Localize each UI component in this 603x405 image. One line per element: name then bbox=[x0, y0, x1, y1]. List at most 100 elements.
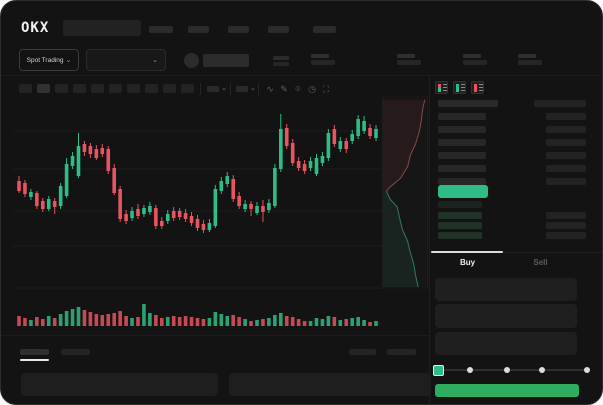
timeframe-chip[interactable] bbox=[55, 84, 68, 93]
price-cell-bar bbox=[438, 232, 482, 239]
fullscreen-icon[interactable]: ⛶ bbox=[322, 84, 330, 94]
icon-line bbox=[442, 87, 447, 88]
ask-row[interactable] bbox=[429, 126, 602, 134]
candlestick-chart[interactable] bbox=[13, 96, 379, 291]
coin-icon bbox=[184, 53, 199, 68]
market-type-label: Spot Trading bbox=[26, 56, 64, 64]
bid-row[interactable] bbox=[429, 222, 602, 230]
icon-line bbox=[442, 84, 447, 85]
trendline-icon[interactable]: ∿ bbox=[266, 84, 274, 94]
timeframe-chip[interactable] bbox=[181, 84, 194, 93]
last-price-bar[interactable] bbox=[438, 185, 488, 198]
ask-row[interactable] bbox=[429, 165, 602, 173]
timeframe-chip[interactable] bbox=[109, 84, 122, 93]
price-cell-bar bbox=[438, 165, 486, 172]
bid-row[interactable] bbox=[429, 232, 602, 240]
amount-cell-bar bbox=[546, 212, 586, 219]
panel-divider bbox=[429, 75, 430, 404]
bottom-tab[interactable] bbox=[20, 349, 49, 355]
timeframe-chip[interactable] bbox=[91, 84, 104, 93]
timeframe-chip[interactable] bbox=[19, 84, 32, 93]
price-cell-bar bbox=[438, 212, 482, 219]
chevron-down-icon[interactable]: ⌄ bbox=[250, 85, 256, 92]
icon-segment bbox=[456, 84, 459, 92]
toolbar-dropdown-bar[interactable] bbox=[236, 86, 248, 92]
icon-line bbox=[460, 84, 465, 85]
bid-row[interactable] bbox=[429, 212, 602, 220]
buy-button[interactable] bbox=[435, 384, 579, 397]
nav-item-bar[interactable] bbox=[149, 26, 173, 33]
timeframe-chip[interactable] bbox=[127, 84, 140, 93]
ask-row[interactable] bbox=[429, 113, 602, 121]
tab-buy[interactable]: Buy bbox=[459, 258, 476, 267]
ask-row[interactable] bbox=[429, 178, 602, 186]
stat-value-bar bbox=[397, 60, 421, 65]
icon-segment bbox=[474, 84, 477, 92]
header-divider bbox=[1, 75, 602, 76]
bottom-action-bar[interactable] bbox=[349, 349, 376, 355]
bottom-tab[interactable] bbox=[61, 349, 90, 355]
price-cell-bar bbox=[438, 126, 486, 133]
okx-logo[interactable]: OKX bbox=[21, 20, 50, 36]
stat-label-bar bbox=[311, 54, 329, 58]
tab-sell[interactable]: Sell bbox=[533, 258, 548, 267]
icon-line bbox=[478, 87, 483, 88]
pair-name-placeholder bbox=[203, 54, 249, 67]
nav-item-bar[interactable] bbox=[188, 26, 209, 33]
trade-input-field[interactable] bbox=[435, 278, 577, 301]
toolbar-divider bbox=[258, 83, 259, 95]
timeframe-chip[interactable] bbox=[73, 84, 86, 93]
pair-selector-dropdown[interactable]: ⌄ bbox=[86, 49, 166, 71]
bottom-summary-box bbox=[21, 373, 218, 396]
timeframe-chip[interactable] bbox=[37, 84, 50, 93]
price-cell-bar bbox=[438, 152, 486, 159]
combined-book-icon[interactable] bbox=[435, 81, 448, 94]
stat-value-bar bbox=[518, 60, 542, 65]
price-cell-bar bbox=[438, 113, 486, 120]
trade-input-field[interactable] bbox=[435, 304, 577, 328]
trade-input-field[interactable] bbox=[435, 332, 577, 355]
depth-chart-svg bbox=[383, 99, 426, 288]
timeframe-chip[interactable] bbox=[145, 84, 158, 93]
slider-stop-dot[interactable] bbox=[504, 367, 510, 373]
toolbar-divider bbox=[230, 83, 231, 95]
nav-item-bar[interactable] bbox=[228, 26, 249, 33]
chevron-down-icon: ⌄ bbox=[152, 56, 158, 64]
price-placeholder bbox=[273, 56, 289, 60]
market-type-dropdown[interactable]: Spot Trading ⌄ bbox=[19, 49, 79, 71]
nav-item-bar[interactable] bbox=[268, 26, 289, 33]
search-input[interactable] bbox=[63, 20, 141, 36]
asks-book-icon[interactable] bbox=[471, 81, 484, 94]
slider-stop-dot[interactable] bbox=[539, 367, 545, 373]
price-cell-bar bbox=[438, 201, 482, 208]
price-change-placeholder bbox=[273, 62, 289, 66]
amount-cell-bar bbox=[534, 100, 586, 107]
clock-icon[interactable]: ◷ bbox=[308, 84, 316, 94]
chevron-down-icon[interactable]: ⌄ bbox=[221, 85, 227, 92]
amount-slider-track[interactable] bbox=[438, 369, 587, 371]
slider-handle[interactable] bbox=[433, 365, 444, 376]
bids-book-icon[interactable] bbox=[453, 81, 466, 94]
toolbar-dropdown-bar[interactable] bbox=[207, 86, 219, 92]
amount-cell-bar bbox=[546, 113, 586, 120]
ask-row[interactable] bbox=[429, 139, 602, 147]
slider-stop-dot[interactable] bbox=[467, 367, 473, 373]
bottom-summary-box bbox=[229, 373, 431, 396]
nav-item-bar[interactable] bbox=[313, 26, 336, 33]
ask-row[interactable] bbox=[429, 152, 602, 160]
bid-row[interactable] bbox=[429, 201, 602, 209]
icon-line bbox=[460, 90, 465, 91]
camera-icon[interactable]: ⌾ bbox=[295, 84, 301, 94]
slider-stop-dot[interactable] bbox=[584, 367, 590, 373]
timeframe-chip[interactable] bbox=[163, 84, 176, 93]
eraser-icon[interactable]: ✎ bbox=[280, 84, 288, 94]
volume-chart[interactable] bbox=[13, 299, 379, 326]
amount-cell-bar bbox=[546, 152, 586, 159]
bottom-action-bar[interactable] bbox=[387, 349, 416, 355]
trade-tabs-divider bbox=[429, 252, 602, 253]
price-cell-bar bbox=[438, 139, 486, 146]
amount-cell-bar bbox=[546, 178, 586, 185]
orderbook-header-row[interactable] bbox=[429, 100, 602, 108]
icon-line bbox=[478, 90, 483, 91]
